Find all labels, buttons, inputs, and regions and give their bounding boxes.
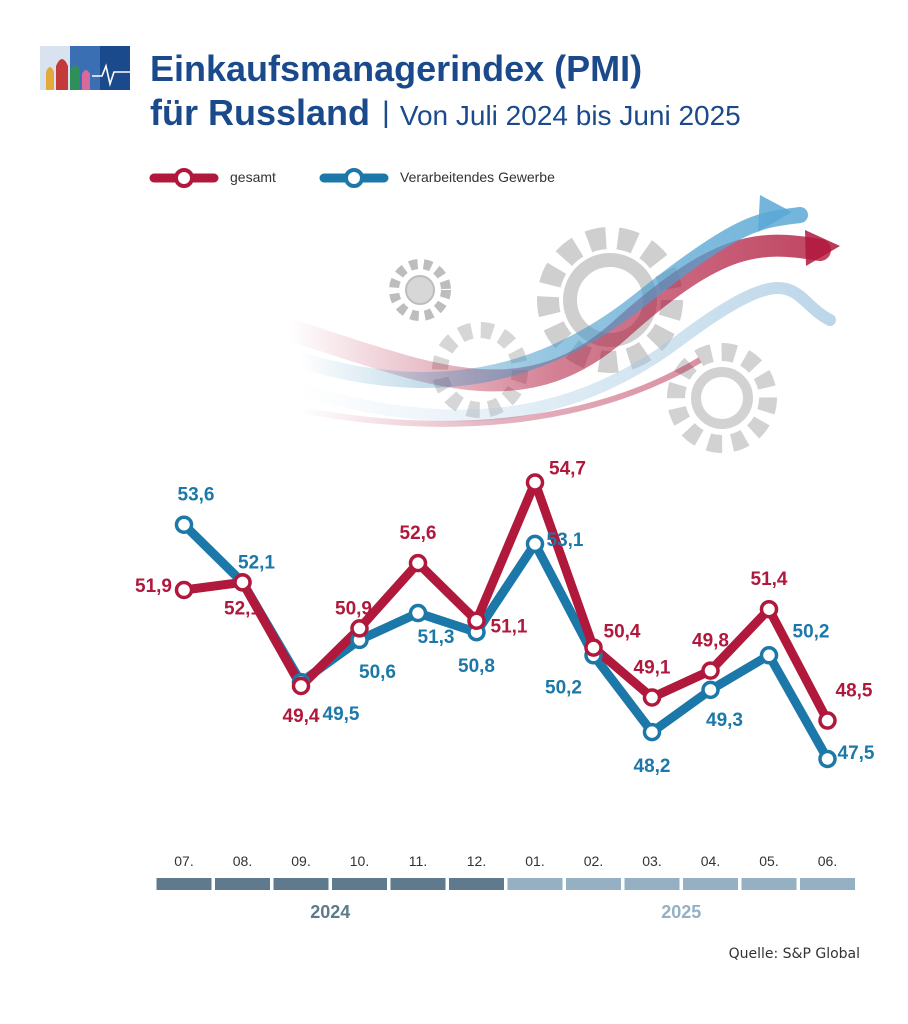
data-label-gesamt: 54,7 — [549, 458, 586, 479]
series-points — [174, 473, 837, 769]
x-axis-segment — [800, 878, 855, 890]
data-label-verarbeitendes: 53,1 — [547, 530, 584, 551]
logo-icon — [40, 46, 130, 90]
data-point-verarbeitendes — [759, 646, 779, 665]
legend-item-gesamt: gesamt — [148, 160, 348, 196]
data-label-verarbeitendes: 50,8 — [458, 656, 495, 677]
data-labels: 51,9 52,1 49,4 50,9 52,6 51,1 54,7 50,4 49,1 49,8… — [135, 458, 875, 777]
x-axis-segment — [507, 878, 563, 890]
data-point-gesamt — [291, 676, 311, 696]
x-axis-segment — [683, 878, 738, 890]
data-point-verarbeitendes — [701, 680, 720, 700]
arrow-blue-icon — [758, 195, 792, 232]
arrow-red-icon — [805, 230, 840, 266]
legend-line-gesamt-icon — [149, 168, 219, 188]
legend-line-verarbeitendes-icon — [319, 168, 389, 188]
x-axis-segment — [624, 878, 680, 890]
data-point-gesamt — [350, 619, 369, 638]
data-label-gesamt: 52,6 — [400, 523, 437, 544]
x-tick-label: 09. — [291, 853, 310, 869]
data-label-verarbeitendes: 50,2 — [793, 621, 830, 642]
series-line-gesamt — [179, 477, 832, 726]
year-label: 2024 — [310, 902, 350, 922]
data-label-gesamt: 48,5 — [836, 681, 873, 702]
title-separator: | — [382, 96, 390, 129]
x-tick-label: 02. — [584, 853, 603, 869]
data-point-gesamt — [408, 553, 428, 573]
data-label-verarbeitendes: 49,3 — [706, 710, 743, 731]
legend-label-verarbeitendes: Verarbeitendes Gewerbe — [400, 169, 555, 185]
data-point-gesamt — [233, 573, 252, 592]
data-label-verarbeitendes: 51,3 — [418, 627, 455, 648]
x-axis-segment — [215, 878, 270, 890]
data-point-gesamt — [525, 473, 545, 492]
x-axis-segment — [156, 878, 212, 890]
data-point-gesamt — [759, 599, 779, 619]
legend-label-gesamt: gesamt — [230, 169, 276, 185]
year-label: 2025 — [661, 902, 701, 922]
gear-icon — [667, 343, 777, 453]
data-point-gesamt — [818, 711, 837, 730]
x-tick-label: 11. — [409, 853, 427, 869]
data-label-gesamt: 49,1 — [634, 658, 671, 679]
x-tick-label: 01. — [525, 853, 544, 869]
source-note: Quelle: S&P Global — [728, 946, 860, 962]
x-axis-segment — [273, 878, 329, 890]
x-tick-label: 08. — [233, 853, 252, 869]
data-label-gesamt: 50,4 — [604, 622, 641, 643]
data-point-gesamt — [642, 688, 662, 707]
x-axis-segment — [566, 878, 621, 890]
title-country: für Russland — [150, 92, 371, 133]
data-point-verarbeitendes — [525, 534, 545, 554]
data-label-verarbeitendes: 49,5 — [323, 704, 360, 725]
data-point-gesamt — [174, 580, 194, 600]
data-point-verarbeitendes — [818, 749, 837, 769]
page-title-line2: für Russland | Von Juli 2024 bis Juni 2025 — [150, 92, 741, 134]
x-tick-label: 10. — [350, 853, 369, 869]
gears-illustration — [279, 195, 840, 453]
x-axis-segment — [741, 878, 797, 890]
data-label-verarbeitendes: 53,6 — [178, 485, 215, 506]
series-lines — [179, 477, 832, 764]
x-axis-segment — [390, 878, 446, 890]
page-title: Einkaufsmanagerindex (PMI) — [150, 48, 643, 89]
x-tick-label: 05. — [759, 853, 778, 869]
data-point-verarbeitendes — [642, 722, 662, 742]
data-point-gesamt — [701, 661, 720, 680]
data-point-gesamt — [584, 638, 603, 657]
x-tick-label: 07. — [174, 853, 193, 869]
x-tick-label: 06. — [818, 853, 837, 869]
data-label-verarbeitendes: 48,2 — [634, 756, 671, 777]
data-point-gesamt — [467, 611, 486, 630]
data-label-verarbeitendes: 50,2 — [545, 677, 582, 698]
x-tick-label: 03. — [642, 853, 661, 869]
data-label-verarbeitendes: 50,6 — [359, 662, 396, 683]
data-point-verarbeitendes — [408, 603, 428, 623]
data-label-verarbeitendes: 52,1 — [238, 552, 275, 573]
data-label-gesamt: 52,1 — [224, 598, 261, 619]
chart-subtitle: Von Juli 2024 bis Juni 2025 — [399, 100, 741, 131]
data-label-gesamt: 51,9 — [135, 576, 172, 597]
data-label-gesamt: 49,8 — [692, 631, 729, 652]
data-label-gesamt: 51,1 — [491, 617, 528, 638]
x-tick-label: 12. — [467, 853, 486, 869]
legend-item-verarbeitendes-gewerbe: Verarbeitendes Gewerbe — [318, 160, 618, 196]
data-label-gesamt: 50,9 — [335, 598, 372, 619]
x-axis: 07. 08. 09. 10. 11. 12. 01. 02. 03. 04. 05. 06. 2024… — [156, 853, 855, 922]
x-tick-label: 04. — [701, 853, 720, 869]
data-point-verarbeitendes — [174, 515, 194, 534]
data-label-verarbeitendes: 47,5 — [838, 743, 875, 764]
data-label-gesamt: 49,4 — [283, 706, 320, 727]
data-label-gesamt: 51,4 — [751, 569, 788, 590]
x-axis-segment — [449, 878, 504, 890]
x-axis-segment — [332, 878, 387, 890]
gear-icon — [389, 259, 451, 321]
